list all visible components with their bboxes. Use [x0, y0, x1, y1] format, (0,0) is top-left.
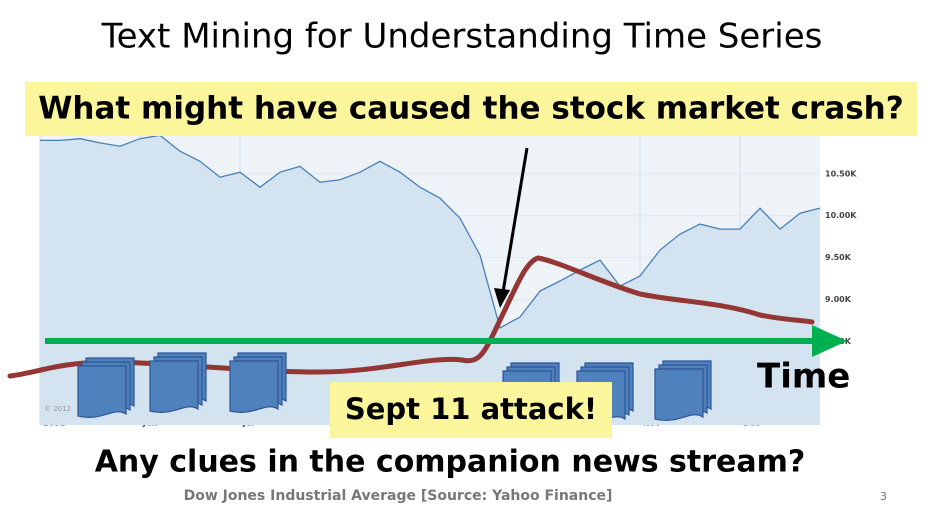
time-label: Time: [757, 357, 850, 397]
line: [40, 134, 821, 329]
y-tick-label: 9.50K: [825, 253, 852, 262]
y-tick-label: 10.00K: [825, 211, 857, 220]
event-label: Sept 11 attack!: [345, 392, 597, 426]
y-tick-label: 9.00K: [825, 295, 852, 304]
document: [654, 368, 704, 421]
document: [77, 365, 127, 418]
slide-title: Text Mining for Understanding Time Serie…: [101, 17, 823, 57]
bottom-question: Any clues in the companion news stream?: [95, 445, 806, 480]
document: [149, 360, 199, 413]
pointer-arrow: [501, 147, 529, 293]
time-arrowhead: [812, 325, 847, 357]
page-number: 3: [880, 490, 887, 503]
area: [40, 135, 820, 425]
document: [229, 360, 279, 413]
question: What might have caused the stock market …: [38, 91, 904, 127]
source: Dow Jones Industrial Average [Source: Ya…: [184, 488, 613, 504]
copyright: © 2012: [44, 405, 71, 413]
question-box: [25, 82, 917, 136]
event-box: [330, 382, 612, 438]
trend-curve: [7, 255, 815, 379]
y-tick-label: 10.50K: [825, 169, 857, 178]
pointer-arrowhead: [494, 288, 510, 308]
